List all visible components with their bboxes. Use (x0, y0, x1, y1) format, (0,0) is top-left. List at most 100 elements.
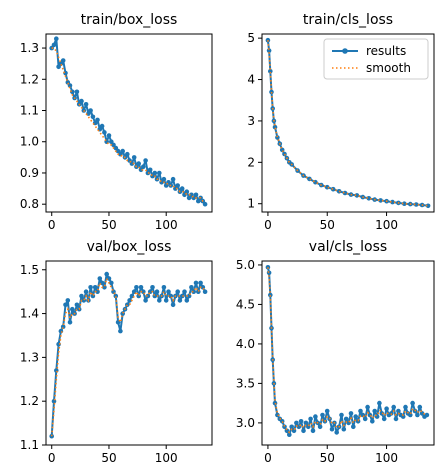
axes-frame (45, 33, 213, 213)
results-point (289, 424, 295, 430)
x-tick-label: 50 (320, 218, 335, 232)
results-point (348, 411, 354, 416)
results-point (365, 404, 370, 410)
y-tick-label: 1 (247, 197, 255, 211)
legend-results-label: results (366, 44, 406, 58)
results-point (291, 428, 297, 434)
results-point (353, 414, 359, 419)
results-point (358, 408, 363, 414)
x-tick-label: 0 (48, 451, 56, 465)
results-point (362, 416, 368, 422)
results-point (70, 306, 75, 312)
y-tick-label: 1.3 (20, 41, 39, 55)
axes-frame (45, 260, 213, 446)
results-point (138, 285, 144, 290)
results-point (177, 298, 183, 303)
results-point (410, 400, 415, 406)
results-point (104, 271, 109, 277)
results-point (58, 328, 64, 334)
results-point (147, 167, 153, 173)
results-point (419, 411, 425, 416)
results-point (417, 404, 423, 410)
subplot-3: val/box_loss 0 50 100 1.1 1.2 1.3 1.4 1.5 (20, 239, 213, 465)
results-point (366, 196, 372, 201)
results-point (182, 289, 187, 295)
results-point (351, 424, 356, 430)
smooth-line (51, 47, 206, 202)
results-point (284, 428, 290, 434)
subplot-title: train/cls_loss (303, 12, 393, 28)
results-point (268, 69, 273, 74)
results-point (413, 202, 419, 207)
results-point (372, 408, 378, 414)
x-tick-label: 50 (101, 451, 116, 465)
results-point (202, 289, 208, 295)
results-point (403, 404, 408, 410)
results-point (60, 324, 66, 330)
results-point (99, 123, 105, 129)
legend-smooth-label: smooth (366, 61, 411, 75)
x-tick-label: 100 (155, 451, 178, 465)
results-point (166, 289, 171, 295)
results-point (157, 170, 162, 176)
results-point (313, 414, 318, 419)
results-point (378, 198, 383, 203)
results-point (67, 83, 73, 88)
results-point (175, 183, 180, 188)
legend-results-marker (342, 48, 348, 54)
results-point (79, 98, 84, 104)
y-tick-label: 5 (247, 31, 255, 45)
smooth-line (50, 276, 206, 437)
results-point (74, 302, 80, 308)
y-tick-label: 4.5 (236, 297, 255, 311)
results-point (354, 193, 360, 198)
results-point (56, 341, 61, 347)
y-tick-label: 3 (247, 114, 255, 128)
x-tick-label: 100 (375, 451, 398, 465)
axes-frame (261, 260, 435, 446)
results-point (408, 412, 413, 418)
results-point (145, 170, 151, 176)
results-point (402, 201, 407, 206)
results-point (275, 135, 280, 140)
results-point (60, 58, 66, 63)
results-point (303, 420, 309, 426)
results-point (120, 148, 125, 154)
results-point (193, 192, 199, 198)
results-point (83, 289, 89, 295)
y-tick-label: 2 (247, 155, 255, 169)
results-point (109, 139, 114, 144)
results-point (51, 42, 57, 48)
results-point (145, 293, 151, 299)
results-point (92, 285, 98, 290)
results-point (152, 170, 158, 176)
y-tick-label: 3.0 (236, 416, 255, 430)
results-point (317, 424, 323, 430)
results-point (329, 426, 335, 432)
results-point (377, 400, 382, 406)
results-point (268, 292, 273, 298)
results-point (170, 302, 176, 308)
y-tick-label: 1.2 (20, 72, 39, 86)
results-point (324, 408, 330, 414)
subplot-4: val/cls_loss 0 50 100 3.0 3.5 4.0 4.5 5.0 (236, 239, 435, 465)
results-point (74, 89, 80, 95)
results-point (308, 416, 313, 422)
results-point (143, 158, 148, 163)
results-point (179, 293, 185, 299)
x-tick-label: 100 (155, 218, 178, 232)
results-point (97, 276, 103, 281)
results-point (198, 280, 203, 286)
results-point (127, 298, 132, 303)
results-point (125, 151, 130, 157)
results-point (83, 102, 89, 107)
y-tick-label: 3.5 (236, 376, 255, 390)
results-point (157, 298, 162, 303)
results-point (161, 176, 167, 182)
results-point (339, 412, 344, 418)
results-point (191, 289, 196, 295)
y-tick-label: 0.8 (20, 197, 39, 211)
results-point (65, 298, 71, 303)
y-tick-label: 1.5 (20, 263, 39, 277)
